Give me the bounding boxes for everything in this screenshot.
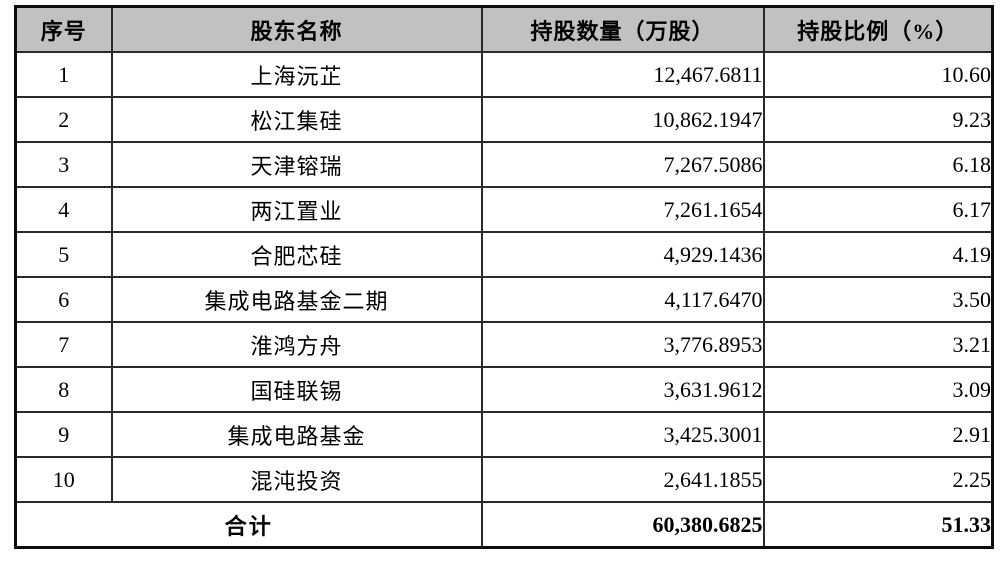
percent-value: 2.91 — [762, 411, 994, 458]
percent-value: 6.17 — [762, 186, 994, 233]
table-row: 9 集成电路基金 3,425.3001 2.91 — [14, 411, 994, 458]
total-row: 合计 60,380.6825 51.33 — [14, 501, 994, 549]
row-index: 10 — [14, 456, 113, 503]
shareholder-name: 合肥芯硅 — [110, 231, 483, 278]
shares-value: 2,641.1855 — [480, 456, 765, 503]
table-row: 7 淮鸿方舟 3,776.8953 3.21 — [14, 321, 994, 368]
row-index: 5 — [14, 231, 113, 278]
total-shares-value: 60,380.6825 — [480, 501, 765, 549]
shareholder-name: 国硅联锡 — [110, 366, 483, 413]
table-row: 3 天津镕瑞 7,267.5086 6.18 — [14, 141, 994, 188]
shares-value: 12,467.6811 — [480, 51, 765, 98]
percent-value: 2.25 — [762, 456, 994, 503]
shareholder-name: 淮鸿方舟 — [110, 321, 483, 368]
percent-value: 3.21 — [762, 321, 994, 368]
row-index: 7 — [14, 321, 113, 368]
shares-value: 7,267.5086 — [480, 141, 765, 188]
table-row: 10 混沌投资 2,641.1855 2.25 — [14, 456, 994, 503]
shares-value: 7,261.1654 — [480, 186, 765, 233]
total-label: 合计 — [14, 501, 483, 549]
table-row: 1 上海沅芷 12,467.6811 10.60 — [14, 51, 994, 98]
row-index: 6 — [14, 276, 113, 323]
row-index: 3 — [14, 141, 113, 188]
shares-value: 3,631.9612 — [480, 366, 765, 413]
percent-value: 10.60 — [762, 51, 994, 98]
total-percent-value: 51.33 — [762, 501, 994, 549]
header-shares-held: 持股数量（万股） — [480, 5, 765, 53]
row-index: 9 — [14, 411, 113, 458]
header-row: 序号 股东名称 持股数量（万股） 持股比例（%） — [14, 5, 994, 53]
row-index: 1 — [14, 51, 113, 98]
table-row: 6 集成电路基金二期 4,117.6470 3.50 — [14, 276, 994, 323]
percent-value: 9.23 — [762, 96, 994, 143]
shareholder-name: 集成电路基金二期 — [110, 276, 483, 323]
shares-value: 10,862.1947 — [480, 96, 765, 143]
shareholder-name: 集成电路基金 — [110, 411, 483, 458]
percent-value: 4.19 — [762, 231, 994, 278]
header-shareholding-ratio: 持股比例（%） — [762, 5, 994, 53]
table-row: 5 合肥芯硅 4,929.1436 4.19 — [14, 231, 994, 278]
table-row: 8 国硅联锡 3,631.9612 3.09 — [14, 366, 994, 413]
table-row: 2 松江集硅 10,862.1947 9.23 — [14, 96, 994, 143]
percent-value: 3.09 — [762, 366, 994, 413]
shareholder-name: 松江集硅 — [110, 96, 483, 143]
shareholder-name: 上海沅芷 — [110, 51, 483, 98]
shareholder-table: 序号 股东名称 持股数量（万股） 持股比例（%） 1 上海沅芷 12,467.6… — [14, 5, 994, 549]
percent-value: 3.50 — [762, 276, 994, 323]
shareholder-table-container: 序号 股东名称 持股数量（万股） 持股比例（%） 1 上海沅芷 12,467.6… — [14, 5, 994, 549]
percent-value: 6.18 — [762, 141, 994, 188]
row-index: 8 — [14, 366, 113, 413]
row-index: 4 — [14, 186, 113, 233]
shareholder-name: 两江置业 — [110, 186, 483, 233]
row-index: 2 — [14, 96, 113, 143]
shares-value: 3,776.8953 — [480, 321, 765, 368]
shares-value: 4,929.1436 — [480, 231, 765, 278]
shareholder-name: 混沌投资 — [110, 456, 483, 503]
shares-value: 4,117.6470 — [480, 276, 765, 323]
table-row: 4 两江置业 7,261.1654 6.17 — [14, 186, 994, 233]
shares-value: 3,425.3001 — [480, 411, 765, 458]
header-shareholder-name: 股东名称 — [110, 5, 483, 53]
header-no: 序号 — [14, 5, 113, 53]
shareholder-name: 天津镕瑞 — [110, 141, 483, 188]
